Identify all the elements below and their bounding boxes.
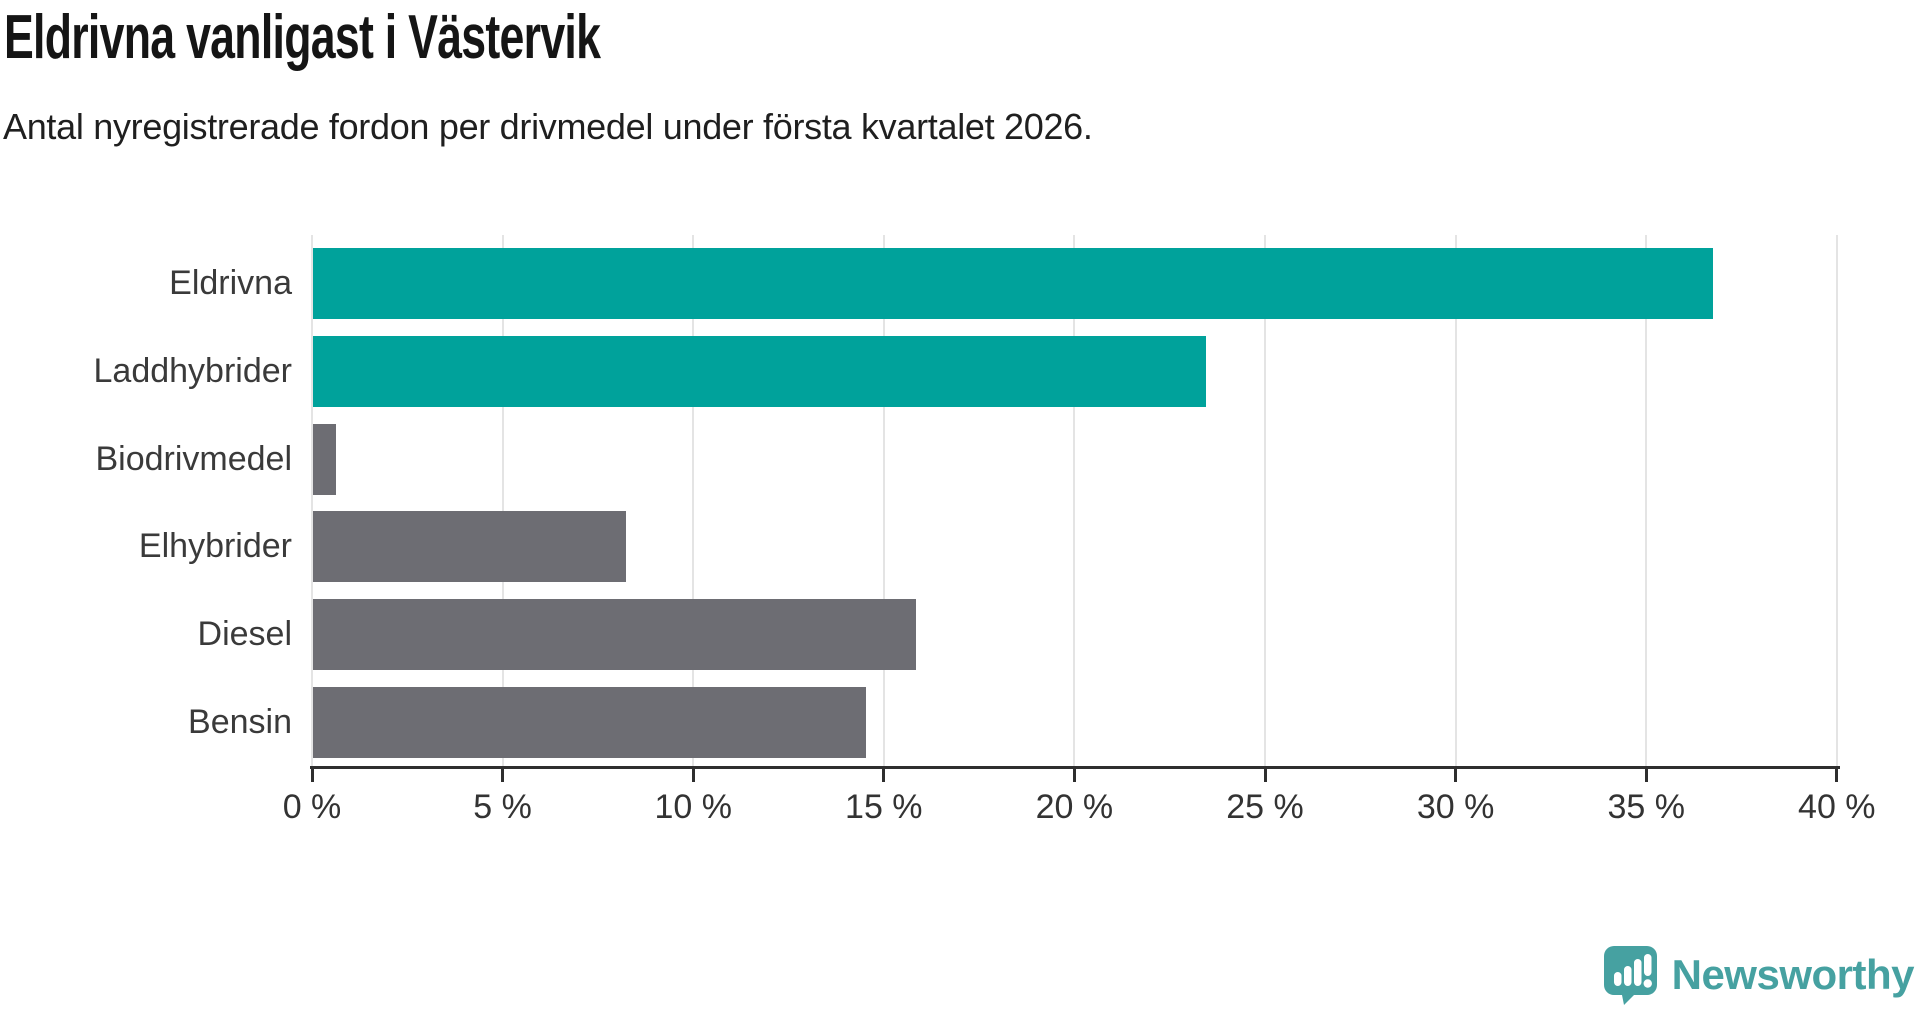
x-axis-tick: [882, 769, 886, 782]
x-axis-tick-label: 10 %: [654, 788, 732, 826]
plot-area: [311, 235, 1838, 767]
x-axis-tick: [691, 769, 695, 782]
gridline: [1835, 235, 1838, 767]
category-label-eldrivna: Eldrivna: [169, 264, 292, 302]
x-axis-tick-label: 30 %: [1416, 788, 1495, 826]
x-axis-tick-label: 35 %: [1607, 788, 1685, 826]
bar-bensin: [313, 687, 867, 758]
x-axis-tick: [501, 769, 505, 782]
x-axis-tick-label: 25 %: [1226, 788, 1304, 826]
gridline: [882, 235, 885, 767]
category-label-elhybrider: Elhybrider: [138, 527, 292, 566]
x-axis-tick-label: 15 %: [845, 788, 923, 826]
gridline: [1454, 235, 1457, 767]
category-label-laddhybrider: Laddhybrider: [93, 351, 292, 390]
gridline: [1264, 235, 1266, 767]
x-axis-tick-label: 20 %: [1035, 788, 1114, 826]
bar-elhybrider: [313, 511, 626, 583]
brand-name: Newsworthy: [1671, 951, 1915, 998]
gridline: [692, 235, 695, 767]
newsworthy-logo-icon: [1603, 946, 1657, 1005]
chart-subtitle: Antal nyregistrerade fordon per drivmede…: [3, 106, 1093, 147]
bar-laddhybrider: [313, 335, 1206, 407]
x-axis-tick: [1835, 769, 1839, 782]
category-label-bensin: Bensin: [188, 703, 292, 741]
x-axis-tick: [1644, 769, 1648, 782]
x-axis-tick: [310, 769, 314, 782]
x-axis-tick: [1454, 769, 1458, 782]
chart-title: Eldrivna vanligast i Västervik: [4, 3, 601, 72]
bar-eldrivna: [313, 248, 1714, 319]
gridline: [311, 235, 313, 767]
gridline: [501, 235, 504, 767]
x-axis-tick-label: 40 %: [1798, 788, 1876, 826]
x-axis-tick-label: 5 %: [473, 788, 532, 826]
category-label-diesel: Diesel: [197, 615, 292, 654]
x-axis-tick: [1072, 769, 1076, 782]
gridline: [1073, 235, 1076, 767]
category-label-biodrivmedel: Biodrivmedel: [95, 439, 292, 478]
x-axis-tick: [1263, 769, 1267, 782]
x-axis-tick-label: 0 %: [282, 788, 342, 826]
bar-diesel: [313, 599, 916, 671]
x-axis-line: [310, 766, 1840, 769]
gridline: [1645, 235, 1648, 767]
bar-biodrivmedel: [313, 423, 336, 495]
brand-lockup: Newsworthy: [1603, 945, 1915, 1005]
